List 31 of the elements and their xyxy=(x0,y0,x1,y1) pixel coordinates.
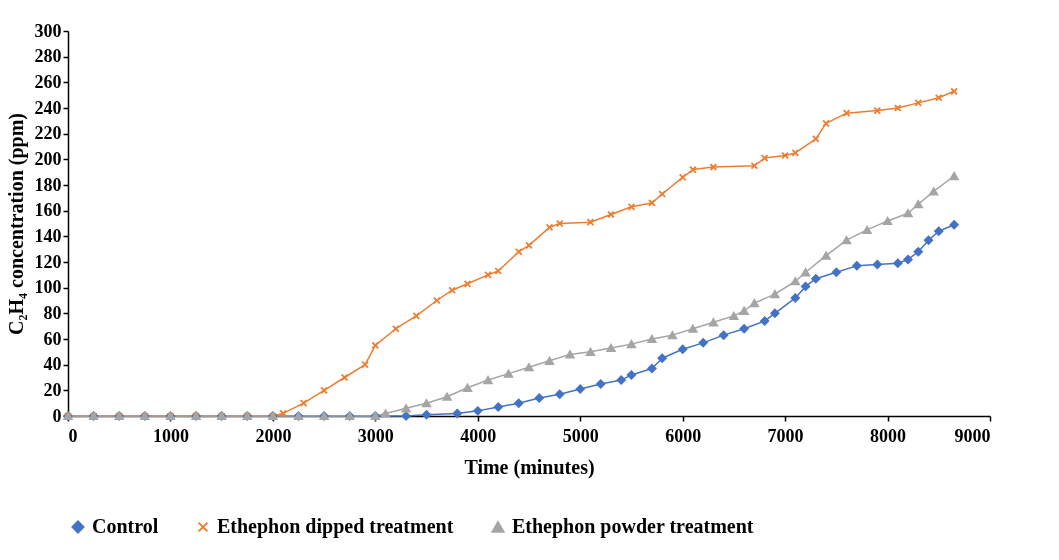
x-tick-label: 2000 xyxy=(255,425,292,446)
x-tick-label: 1000 xyxy=(152,425,189,446)
x-axis-title: Time (minutes) xyxy=(464,455,595,479)
y-tick-label: 300 xyxy=(34,20,62,41)
x-tick-label: 5000 xyxy=(562,425,599,446)
y-tick-label: 20 xyxy=(43,379,62,400)
legend-label: Control xyxy=(92,515,159,537)
y-tick-label: 40 xyxy=(43,354,62,375)
y-tick-label: 220 xyxy=(34,123,62,144)
y-tick-label: 280 xyxy=(34,46,62,67)
x-tick-label: 8000 xyxy=(870,425,907,446)
y-tick-label: 240 xyxy=(34,97,62,118)
y-tick-label: 80 xyxy=(43,302,62,323)
x-tick-label: 0 xyxy=(68,425,78,446)
y-tick-label: 260 xyxy=(34,71,62,92)
y-tick-label: 140 xyxy=(34,225,62,246)
x-tick-label: 6000 xyxy=(665,425,702,446)
y-tick-label: 60 xyxy=(43,328,62,349)
legend-label: Ethephon powder treatment xyxy=(512,515,754,538)
legend-label: Ethephon dipped treatment xyxy=(217,515,454,538)
x-tick-label: 3000 xyxy=(357,425,394,446)
x-tick-label: 4000 xyxy=(460,425,497,446)
y-tick-label: 200 xyxy=(34,148,62,169)
x-tick-label: 9000 xyxy=(954,425,991,446)
y-tick-label: 120 xyxy=(34,251,62,272)
y-tick-label: 180 xyxy=(34,174,62,195)
x-tick-label: 7000 xyxy=(767,425,804,446)
y-axis-title: C₂H₄ concentration (ppm) xyxy=(4,113,28,335)
y-tick-label: 160 xyxy=(34,200,62,221)
y-tick-label: 100 xyxy=(34,277,62,298)
y-tick-label: 0 xyxy=(52,405,62,426)
